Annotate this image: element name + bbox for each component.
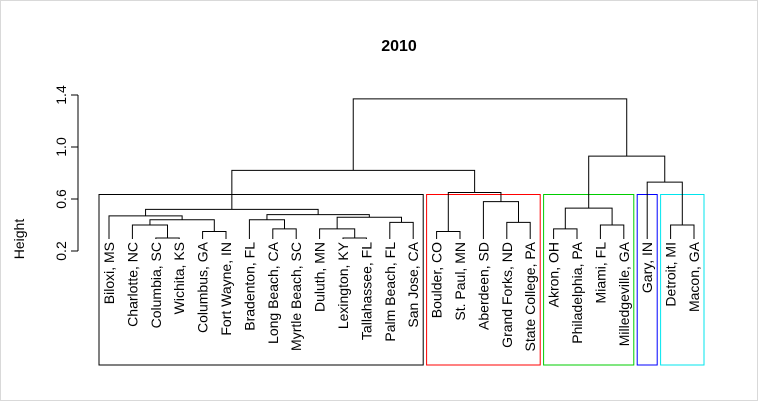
y-tick-label: 0.2 — [53, 241, 69, 261]
leaf-label: Palm Beach, FL — [382, 242, 398, 342]
leaf-label: Akron, OH — [546, 242, 562, 307]
leaf-labels: Biloxi, MS Charlotte, NC Columbia, SC Wichi… — [101, 241, 702, 351]
y-tick-label: 1.4 — [53, 85, 69, 105]
leaf-label: Grand Forks, ND — [499, 242, 515, 348]
dendrogram-merge — [149, 219, 215, 232]
cluster-box — [426, 194, 541, 366]
leaf-label: Columbus, GA — [195, 241, 211, 333]
leaf-label: State College, PA — [522, 241, 538, 351]
dendrogram-merge — [342, 237, 367, 239]
dendrogram-merge — [231, 169, 476, 210]
leaf-label: Boulder, CO — [429, 242, 445, 318]
dendrogram-merge — [389, 221, 414, 239]
leaf-label: Milledgeville, GA — [616, 241, 632, 346]
dendrogram-merge — [447, 192, 502, 232]
dendrogram-merge — [336, 216, 402, 229]
dendrogram-merge — [131, 224, 168, 239]
chart-title: 2010 — [381, 38, 417, 55]
leaf-label: San Jose, CA — [405, 241, 421, 327]
dendrogram-merge — [155, 237, 180, 239]
leaf-label: Miami, FL — [592, 242, 608, 304]
cluster-box — [98, 194, 424, 366]
leaf-label: Biloxi, MS — [101, 242, 117, 304]
leaf-label: Columbia, SC — [148, 242, 164, 328]
dendrogram-merge — [319, 228, 356, 239]
leaf-label: St. Paul, MN — [452, 242, 468, 321]
y-axis-label: Height — [11, 219, 27, 260]
dendrogram-merge — [436, 231, 461, 239]
dendrogram-merge — [670, 224, 695, 239]
dendrogram-merge — [599, 224, 625, 239]
leaf-label: Lexington, KY — [335, 241, 351, 329]
leaf-label: Myrtle Beach, SC — [288, 242, 304, 351]
leaf-label: Charlotte, NC — [124, 242, 140, 327]
y-tick-label: 1.0 — [53, 137, 69, 157]
dendrogram-merge — [352, 98, 628, 171]
leaf-label: Macon, GA — [686, 241, 702, 312]
leaf-label: Gary, IN — [639, 242, 655, 293]
leaf-label: Aberdeen, SD — [475, 242, 491, 330]
leaf-label: Detroit, MI — [663, 242, 679, 307]
leaf-label: Long Beach, CA — [265, 241, 281, 344]
dendrogram-merge — [646, 181, 683, 239]
dendrogram-merge — [202, 231, 227, 239]
dendrogram-merge — [564, 207, 613, 229]
leaf-label: Philadelphia, PA — [569, 241, 585, 343]
dendrogram-merge — [506, 221, 531, 239]
y-axis: 0.2 0.6 1.0 1.4 — [53, 85, 79, 261]
leaf-label: Bradenton, FL — [241, 242, 257, 331]
leaf-label: Duluth, MN — [312, 242, 328, 312]
dendrogram-merge — [272, 228, 297, 239]
dendrogram-links — [108, 98, 695, 239]
leaf-label: Tallahassee, FL — [358, 242, 374, 340]
dendrogram-merge — [553, 228, 578, 239]
leaf-label: Fort Wayne, IN — [218, 242, 234, 336]
y-tick-label: 0.6 — [53, 189, 69, 209]
leaf-label: Wichita, KS — [171, 242, 187, 314]
dendrogram-merge — [482, 201, 519, 239]
